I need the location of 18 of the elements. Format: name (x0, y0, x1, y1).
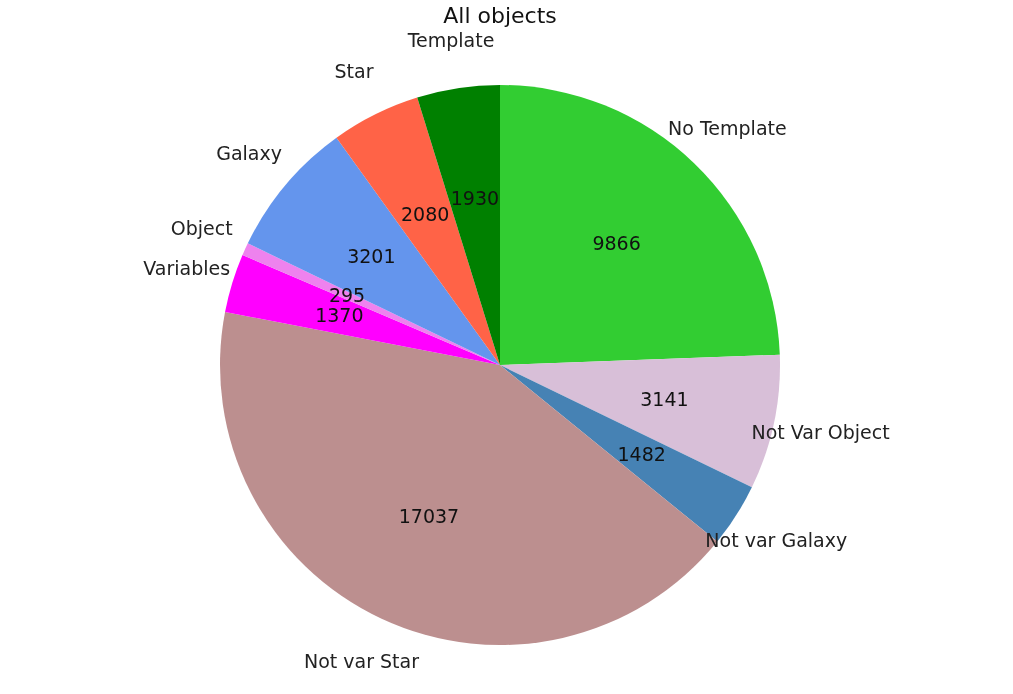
data-label: 9866 (592, 232, 641, 255)
data-label: 1482 (617, 443, 666, 466)
data-label: 1370 (315, 303, 364, 326)
slice-label: Variables (143, 257, 231, 280)
slice-label: Template (406, 29, 495, 52)
slice-label: No Template (668, 117, 787, 140)
slice-label: Not Var Object (751, 420, 890, 443)
data-label: 2080 (400, 202, 450, 225)
slice-label: Galaxy (216, 142, 282, 165)
data-label: 3141 (640, 387, 689, 410)
data-label: 1930 (450, 186, 500, 209)
data-label: 3201 (347, 244, 396, 267)
slice-label: Object (170, 217, 233, 240)
slice-label: Star (334, 59, 374, 82)
slice-label: Not var Galaxy (705, 529, 848, 552)
chart-title: All objects (443, 3, 557, 29)
slice-label: Not var Star (304, 649, 420, 672)
data-label: 17037 (398, 505, 460, 528)
